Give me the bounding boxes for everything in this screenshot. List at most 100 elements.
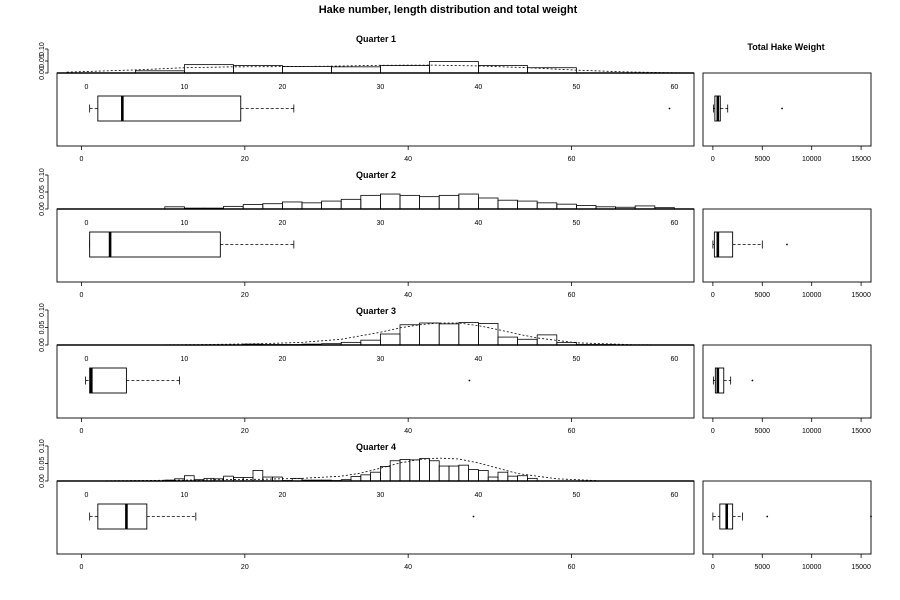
histogram-bar <box>281 201 303 210</box>
weight-panel-frame <box>702 344 872 419</box>
histogram-x-tick-label: 50 <box>573 84 581 91</box>
quarter-4-group: Quarter 4 0.00 0.05 0.10 0 10 20 30 40 50 60 0 20 40 6… <box>39 439 872 571</box>
histogram-x-tick-label: 20 <box>279 356 287 363</box>
histogram-x-tick-label: 20 <box>279 84 287 91</box>
histogram-bar <box>536 202 558 210</box>
histogram-bar <box>458 464 469 482</box>
length-x-tick-label: 40 <box>404 292 412 299</box>
weight-x-tick-label: 0 <box>711 292 715 299</box>
histogram-bar <box>517 200 538 210</box>
histogram-x-tick-label: 30 <box>377 356 385 363</box>
length-x-tick-label: 60 <box>568 292 576 299</box>
density-curve <box>66 64 695 74</box>
weight-boxplot-outlier <box>781 107 783 110</box>
histogram-bar <box>281 66 332 74</box>
histogram-x-tick-label: 20 <box>279 220 287 227</box>
weight-x-tick-label: 15000 <box>851 292 871 299</box>
histogram-y-tick-label: 0.00 <box>39 338 46 352</box>
length-x-tick-label: 60 <box>568 428 576 435</box>
histogram-bar <box>409 459 420 482</box>
length-boxplot-outlier <box>472 515 475 518</box>
weight-boxplot-iqr-box <box>714 367 725 394</box>
length-x-tick-label: 40 <box>404 428 412 435</box>
quarter-title: Quarter 1 <box>356 34 396 44</box>
histogram-bar <box>497 471 509 482</box>
histogram-bar <box>419 322 440 346</box>
histogram-bar <box>183 64 234 74</box>
weight-panel-frame <box>702 480 872 555</box>
histogram-bar <box>517 338 538 346</box>
histogram-x-tick-label: 10 <box>181 492 189 499</box>
histogram-bar <box>507 475 518 482</box>
histogram-bar <box>321 200 342 210</box>
histogram-bar <box>370 471 381 482</box>
weight-boxplot-outlier <box>751 379 754 382</box>
histogram-x-tick-label: 30 <box>377 492 385 499</box>
weight-x-tick-label: 0 <box>711 428 715 435</box>
length-boxplot-iqr-box <box>97 503 148 530</box>
histogram-bar <box>468 469 479 482</box>
histogram-x-tick-label: 50 <box>573 356 581 363</box>
histogram-bar <box>527 67 577 74</box>
histogram-bar <box>360 194 381 210</box>
length-boxplot-outlier <box>668 107 671 110</box>
histogram-bar <box>419 458 430 482</box>
histogram-bar <box>379 65 430 74</box>
weight-boxplot-outlier <box>870 515 872 518</box>
histogram-x-tick-label: 40 <box>475 356 483 363</box>
histogram-x-tick-label: 60 <box>671 492 679 499</box>
length-panel-frame <box>56 344 695 419</box>
histogram-y-tick-label: 0.10 <box>39 168 46 182</box>
length-x-tick-label: 0 <box>80 156 84 163</box>
histogram-bar <box>428 61 479 74</box>
histogram-x-tick-label: 30 <box>377 220 385 227</box>
histogram-bar <box>438 323 460 346</box>
histogram-bar <box>379 333 401 346</box>
length-x-tick-label: 40 <box>404 564 412 571</box>
weight-x-tick-label: 10000 <box>802 428 822 435</box>
weight-x-tick-label: 5000 <box>755 428 771 435</box>
quarter-1-group: Quarter 1 0.000.050.10 0 10 20 30 40 50 60 0 20 40 6… <box>39 34 872 163</box>
weight-x-tick-label: 10000 <box>802 564 822 571</box>
histogram-x-tick-label: 60 <box>671 356 679 363</box>
histogram-x-tick-label: 10 <box>181 220 189 227</box>
histogram-bar <box>477 197 499 210</box>
weight-x-tick-label: 10000 <box>802 156 822 163</box>
histogram-bar <box>517 475 528 482</box>
histogram-x-tick-label: 60 <box>671 84 679 91</box>
histogram-bar <box>536 334 558 346</box>
weight-panel-frame <box>702 208 872 283</box>
histogram-x-tick-label: 10 <box>181 84 189 91</box>
histogram-x-tick-label: 10 <box>181 356 189 363</box>
weight-x-tick-label: 15000 <box>851 156 871 163</box>
histogram-bar <box>379 466 391 482</box>
length-x-tick-label: 0 <box>80 428 84 435</box>
length-boxplot-iqr-box <box>89 231 221 258</box>
length-x-tick-label: 0 <box>80 564 84 571</box>
histogram-y-tick-label: 0.05 <box>39 185 46 199</box>
length-x-tick-label: 20 <box>241 156 249 163</box>
length-panel-frame <box>56 480 695 555</box>
histogram-bar <box>419 196 440 210</box>
histogram-y-tick-label: 0.05 <box>39 321 46 335</box>
length-x-tick-label: 20 <box>241 428 249 435</box>
histogram-bar <box>428 460 440 482</box>
histogram-bar <box>438 194 460 210</box>
length-boxplot-iqr-box <box>97 95 242 122</box>
weight-x-tick-label: 15000 <box>851 428 871 435</box>
histogram-bar <box>360 474 371 482</box>
histogram-bar <box>183 475 195 482</box>
histogram-bar <box>262 203 283 210</box>
length-x-tick-label: 20 <box>241 564 249 571</box>
histogram-x-tick-label: 50 <box>573 220 581 227</box>
density-curve <box>105 457 597 482</box>
histogram-bar <box>556 203 577 210</box>
histogram-bar <box>477 323 499 346</box>
histogram-x-tick-label: 20 <box>279 492 287 499</box>
weight-panel-frame <box>702 72 872 147</box>
weight-x-tick-label: 5000 <box>755 292 771 299</box>
histogram-x-tick-label: 0 <box>84 492 88 499</box>
histogram-y-tick-label: 0.10 <box>39 439 46 453</box>
quarter-title: Quarter 4 <box>356 442 396 452</box>
histogram-bar <box>340 198 362 210</box>
